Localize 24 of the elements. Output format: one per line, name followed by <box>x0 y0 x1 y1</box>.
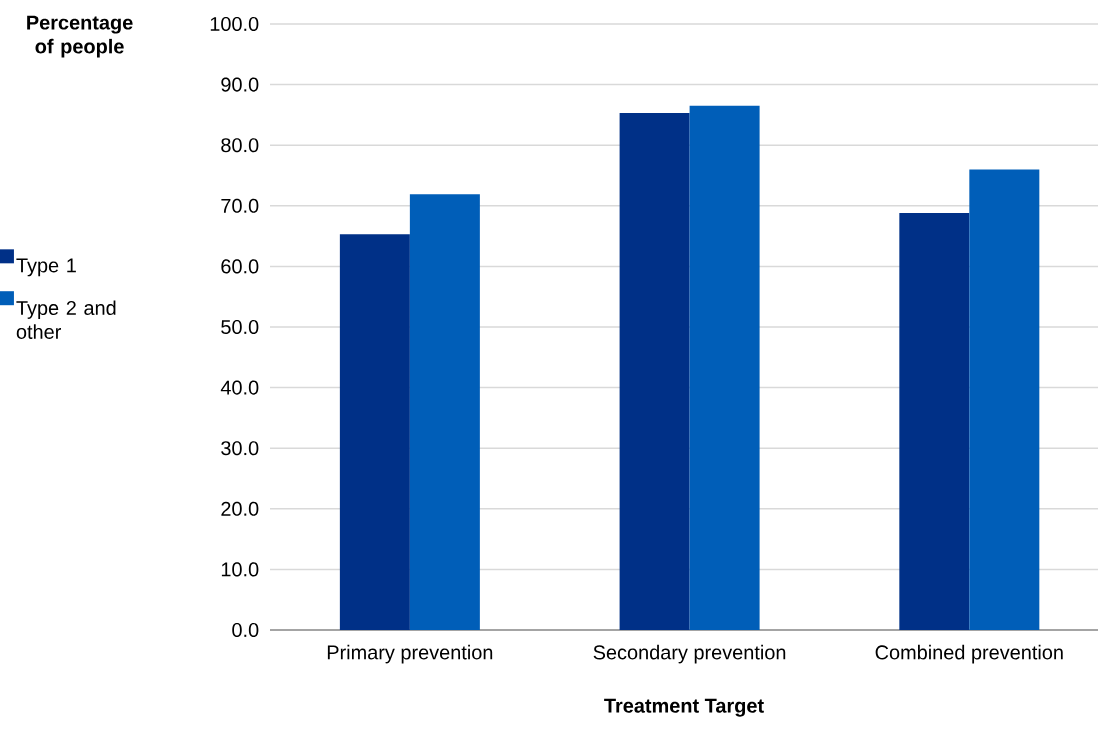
y-tick-label: 40.0 <box>220 380 259 395</box>
y-tick-label: 90.0 <box>221 77 259 92</box>
bar <box>339 234 410 630</box>
y-tick-label: 100.0 <box>210 16 259 32</box>
bar <box>619 113 690 630</box>
y-tick-label: 30.0 <box>221 441 259 456</box>
y-tick-label: 70.0 <box>221 198 259 213</box>
y-tick-label: 50.0 <box>221 319 259 335</box>
y-tick-label: 10.0 <box>221 562 259 577</box>
y-tick-label: 20.0 <box>221 501 259 516</box>
bar <box>969 169 1040 630</box>
bar <box>689 105 760 630</box>
y-tick-label: 60.0 <box>221 259 259 274</box>
legend-label: Type 2 and other <box>16 300 116 339</box>
y-tick-label: 0.0 <box>232 622 259 638</box>
x-tick-label: Combined prevention <box>875 644 1063 664</box>
legend-label: Type 1 <box>16 258 76 277</box>
x-axis-title: Treatment Target <box>604 698 764 717</box>
y-tick-label: 80.0 <box>221 138 259 153</box>
x-tick-label: Secondary prevention <box>593 644 786 664</box>
bar <box>409 194 480 630</box>
bar <box>899 213 970 630</box>
x-tick-label: Primary prevention <box>327 644 493 664</box>
y-axis-title: Percentage of people <box>27 15 133 58</box>
